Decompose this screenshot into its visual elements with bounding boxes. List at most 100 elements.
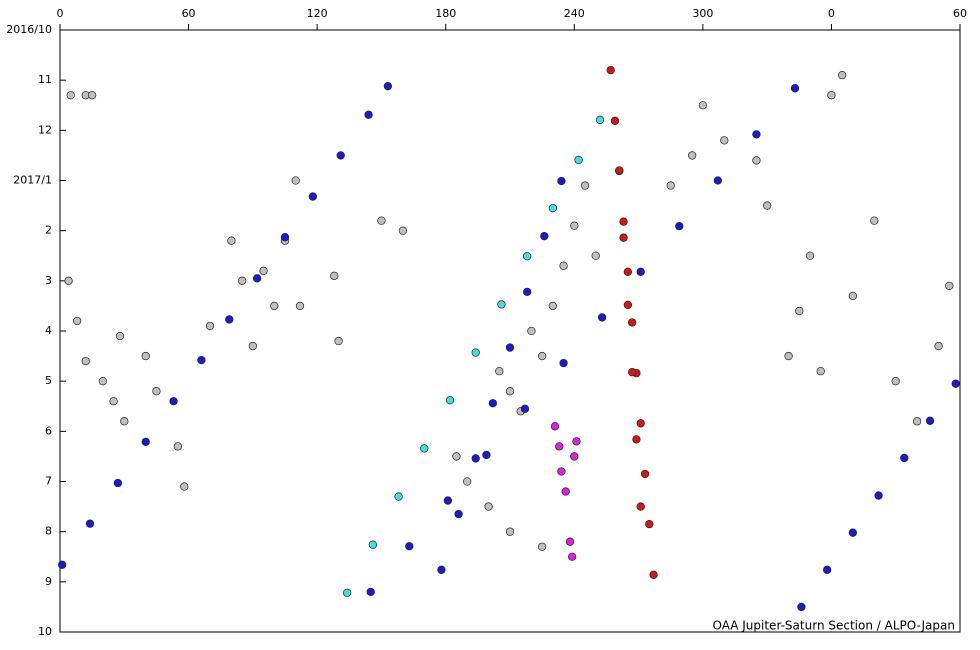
x-tick-label: 300 [692, 7, 713, 20]
data-point [795, 306, 804, 316]
data-point [636, 267, 645, 276]
data-point [443, 496, 453, 505]
data-point [870, 216, 879, 225]
data-point [649, 570, 658, 579]
data-point [81, 356, 90, 366]
x-tick-label: 120 [307, 7, 328, 20]
data-point [225, 315, 234, 324]
y-tick-label: 9 [45, 575, 52, 588]
data-point [482, 450, 491, 460]
data-point [505, 343, 515, 352]
data-point [619, 217, 628, 226]
data-point [580, 181, 590, 190]
y-tick-label: 2017/1 [13, 174, 52, 187]
data-point [259, 266, 268, 275]
x-tick-label: 0 [828, 7, 835, 20]
data-point [945, 281, 954, 291]
data-point [570, 221, 579, 230]
data-point [666, 181, 675, 190]
data-point [762, 201, 772, 210]
data-point [900, 453, 909, 463]
data-point [471, 348, 480, 357]
data-point [752, 156, 761, 165]
data-point [115, 331, 125, 341]
data-point [72, 316, 82, 326]
data-point [822, 565, 832, 574]
data-point [452, 452, 461, 461]
data-point [205, 321, 215, 331]
data-point [330, 271, 339, 280]
data-point [57, 560, 67, 569]
data-point [891, 377, 900, 386]
data-point [495, 366, 504, 376]
data-point [471, 454, 480, 463]
data-point [561, 487, 570, 496]
data-point [64, 276, 73, 285]
data-point [557, 176, 566, 186]
data-point [505, 387, 515, 396]
data-point [377, 216, 386, 225]
data-point [420, 444, 429, 453]
data-point [169, 397, 178, 406]
data-point [336, 151, 345, 160]
data-point [610, 116, 620, 125]
data-point [364, 110, 373, 119]
x-tick-label: 0 [57, 7, 64, 20]
data-point [295, 301, 305, 311]
plot-frame [59, 29, 961, 633]
data-point [462, 477, 472, 486]
footer: OAA Jupiter-Saturn Section / ALPO-Japan [712, 619, 955, 633]
y-tick-label: 2016/10 [6, 23, 52, 36]
data-point [405, 542, 414, 551]
data-point [497, 300, 506, 309]
data-point [597, 313, 607, 322]
data-point [537, 542, 547, 551]
data-point [675, 222, 684, 231]
data-point [557, 467, 566, 476]
data-point [248, 341, 258, 351]
data-point [752, 130, 761, 139]
data-point [713, 176, 723, 185]
data-point [816, 366, 825, 376]
data-point [874, 491, 883, 500]
data-point [591, 251, 600, 260]
data-point [270, 301, 279, 311]
data-point [280, 233, 290, 242]
data-point [308, 192, 318, 201]
y-tick-label: 6 [45, 424, 52, 437]
data-point [827, 91, 836, 100]
data-point [570, 452, 579, 461]
data-point [790, 84, 800, 93]
y-tick-label: 11 [38, 73, 52, 86]
data-point [606, 65, 615, 75]
data-point [565, 537, 575, 546]
data-point [237, 276, 247, 285]
data-point [252, 274, 262, 283]
data-point [173, 442, 183, 451]
data-point [383, 82, 393, 91]
y-tick-label: 4 [45, 324, 52, 337]
data-point [522, 287, 532, 297]
data-point [912, 417, 922, 426]
data-point [559, 358, 568, 368]
x-tick-label: 180 [435, 7, 456, 20]
data-point [394, 492, 403, 501]
data-point [540, 232, 549, 241]
x-tick-label: 240 [564, 7, 585, 20]
data-point [437, 565, 446, 574]
data-point [567, 552, 577, 561]
data-point [837, 70, 847, 80]
data-point [619, 233, 628, 242]
y-tick-label: 7 [45, 475, 52, 488]
data-point [342, 588, 352, 598]
data-point [550, 422, 560, 431]
data-point [180, 482, 189, 491]
x-tick-label: 60 [182, 7, 196, 20]
data-point [615, 166, 624, 175]
data-point [366, 587, 375, 597]
data-point [505, 527, 515, 536]
data-point [334, 336, 343, 346]
y-tick-label: 10 [38, 625, 52, 638]
y-tick-label: 12 [38, 123, 52, 136]
data-point [454, 509, 463, 519]
